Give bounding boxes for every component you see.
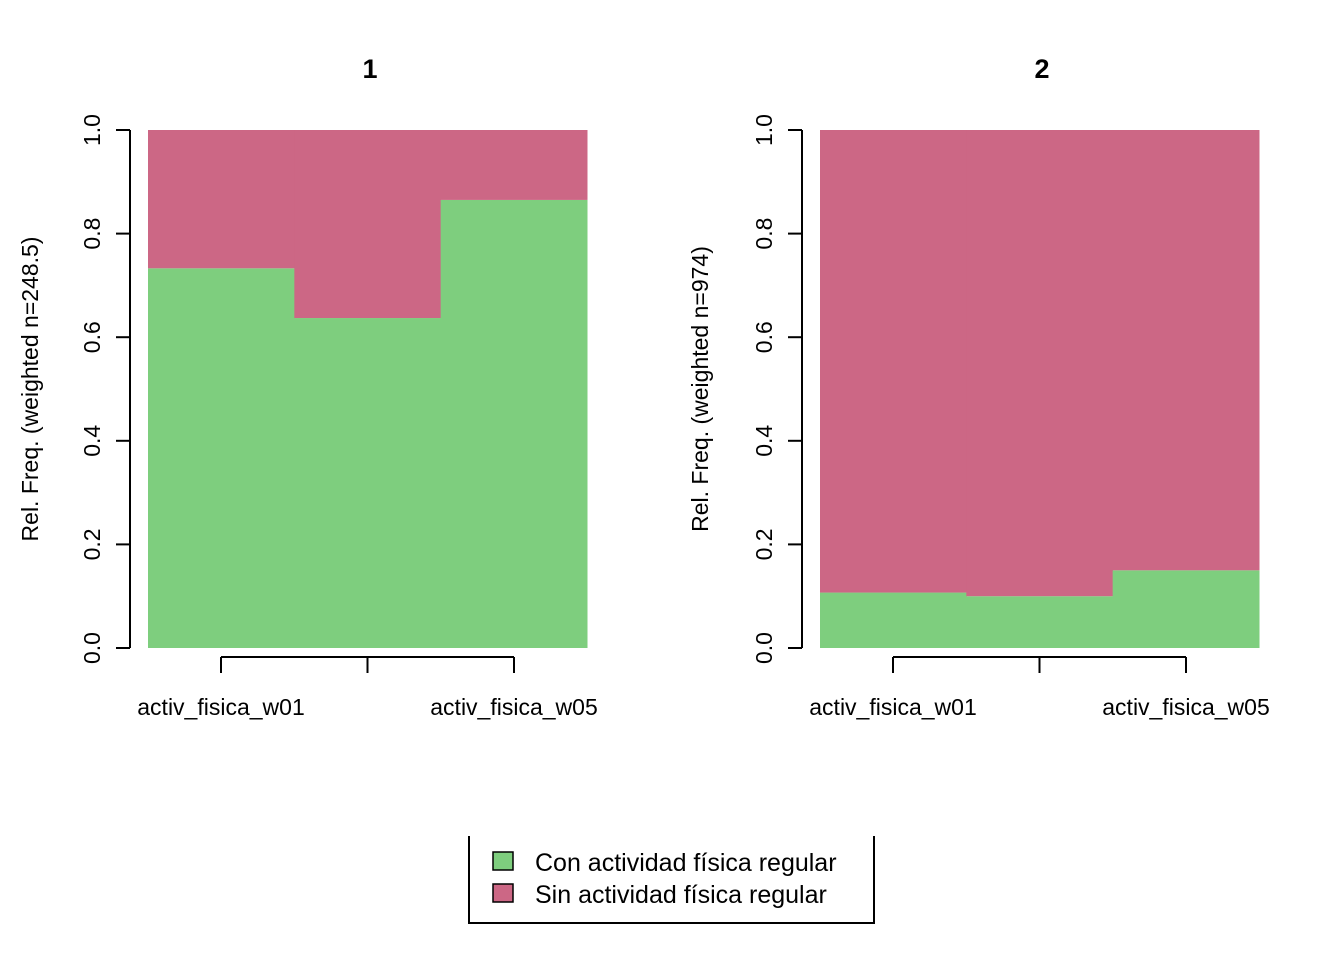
x-tick-label-2-0: activ_fisica_w01 xyxy=(809,694,976,720)
x-tick-label-1-0: activ_fisica_w01 xyxy=(137,694,304,720)
bar-p1-c2-s1 xyxy=(294,318,442,648)
y-tick-label-1-5: 1.0 xyxy=(79,114,105,146)
bar-p2-c2-s2 xyxy=(966,130,1114,597)
y-tick-label-2-0: 0.0 xyxy=(751,632,777,664)
legend-swatch-sin xyxy=(492,883,514,903)
legend-label-con: Con actividad física regular xyxy=(535,849,837,877)
bar-p2-c1-s1 xyxy=(820,592,967,648)
bar-p1-c3-s1 xyxy=(440,199,588,648)
bar-p2-c2-s1 xyxy=(966,596,1114,648)
y-tick-label-1-2: 0.4 xyxy=(79,425,105,457)
y-axis-label-2: Rel. Freq. (weighted n=974) xyxy=(687,246,713,532)
y-tick-label-1-1: 0.2 xyxy=(79,528,105,560)
x-tick-label-2-2: activ_fisica_w05 xyxy=(1102,694,1269,720)
bar-p2-c3-s2 xyxy=(1112,130,1260,571)
bar-p2-c3-s1 xyxy=(1112,570,1260,648)
legend: Con actividad física regular Sin activid… xyxy=(468,836,875,924)
bar-p2-c1-s2 xyxy=(820,130,967,593)
panel-title-1: 1 xyxy=(362,54,377,84)
y-tick-label-2-2: 0.4 xyxy=(751,425,777,457)
y-tick-label-2-4: 0.8 xyxy=(751,218,777,250)
y-tick-label-1-4: 0.8 xyxy=(79,218,105,250)
legend-swatch-con xyxy=(492,851,514,871)
panel-2: 0.0 0.2 0.4 0.6 0.8 1.0 activ_fisica_w01 activ_… xyxy=(687,54,1270,720)
y-tick-label-2-1: 0.2 xyxy=(751,528,777,560)
y-tick-label-1-0: 0.0 xyxy=(79,632,105,664)
y-axis-label-1: Rel. Freq. (weighted n=248.5) xyxy=(17,237,43,542)
bar-p1-c2-s2 xyxy=(294,130,442,319)
x-tick-label-1-2: activ_fisica_w05 xyxy=(430,694,597,720)
bar-p1-c3-s2 xyxy=(440,130,588,200)
legend-box xyxy=(468,836,875,924)
y-tick-label-2-5: 1.0 xyxy=(751,114,777,146)
y-tick-label-2-3: 0.6 xyxy=(751,321,777,353)
bar-p1-c1-s1 xyxy=(148,268,295,648)
y-tick-label-1-3: 0.6 xyxy=(79,321,105,353)
bar-p1-c1-s2 xyxy=(148,130,295,269)
legend-label-sin: Sin actividad física regular xyxy=(535,881,827,909)
panel-1: 0.0 0.2 0.4 0.6 0.8 1.0 activ_fisica_w01 activ_… xyxy=(17,54,598,720)
panel-title-2: 2 xyxy=(1034,54,1049,84)
